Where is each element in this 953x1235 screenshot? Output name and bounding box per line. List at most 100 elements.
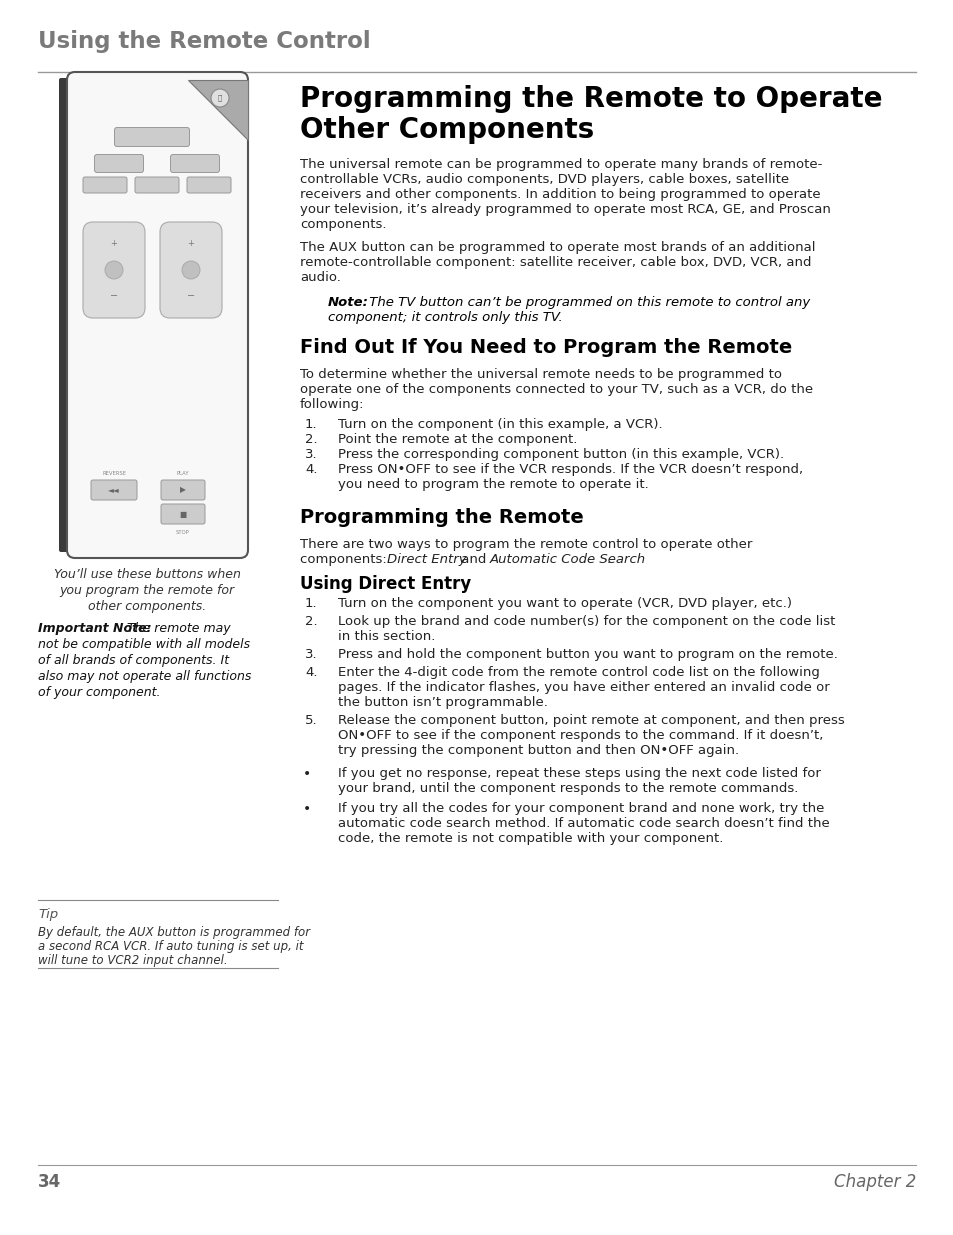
Text: Point the remote at the component.: Point the remote at the component.	[337, 433, 577, 446]
FancyBboxPatch shape	[83, 177, 127, 193]
Text: other components.: other components.	[88, 600, 206, 613]
Text: receivers and other components. In addition to being programmed to operate: receivers and other components. In addit…	[299, 188, 820, 201]
Text: audio.: audio.	[299, 270, 340, 284]
Text: Other Components: Other Components	[299, 116, 594, 144]
Text: If you get no response, repeat these steps using the next code listed for: If you get no response, repeat these ste…	[337, 767, 820, 781]
Text: Automatic Code Search: Automatic Code Search	[490, 553, 645, 566]
Text: Turn on the component you want to operate (VCR, DVD player, etc.): Turn on the component you want to operat…	[337, 597, 791, 610]
Text: You’ll use these buttons when: You’ll use these buttons when	[53, 568, 240, 580]
Polygon shape	[188, 80, 248, 140]
Text: try pressing the component button and then ON•OFF again.: try pressing the component button and th…	[337, 743, 739, 757]
Text: remote-controllable component: satellite receiver, cable box, DVD, VCR, and: remote-controllable component: satellite…	[299, 256, 811, 269]
Text: Tip: Tip	[38, 908, 58, 921]
Text: controllable VCRs, audio components, DVD players, cable boxes, satellite: controllable VCRs, audio components, DVD…	[299, 173, 788, 186]
FancyBboxPatch shape	[94, 154, 143, 173]
Text: The AUX button can be programmed to operate most brands of an additional: The AUX button can be programmed to oper…	[299, 241, 815, 254]
Text: Important Note:: Important Note:	[38, 622, 152, 635]
Text: following:: following:	[299, 398, 364, 411]
Text: 4.: 4.	[305, 666, 317, 679]
Text: your television, it’s already programmed to operate most RCA, GE, and Proscan: your television, it’s already programmed…	[299, 203, 830, 216]
Text: your brand, until the component responds to the remote commands.: your brand, until the component responds…	[337, 782, 798, 795]
Text: 1.: 1.	[305, 597, 317, 610]
Text: not be compatible with all models: not be compatible with all models	[38, 638, 250, 651]
FancyBboxPatch shape	[114, 127, 190, 147]
Text: If you try all the codes for your component brand and none work, try the: If you try all the codes for your compon…	[337, 802, 823, 815]
Circle shape	[182, 261, 200, 279]
Text: ON•OFF to see if the component responds to the command. If it doesn’t,: ON•OFF to see if the component responds …	[337, 729, 822, 742]
Text: 3.: 3.	[305, 448, 317, 461]
Text: The TV button can’t be programmed on this remote to control any: The TV button can’t be programmed on thi…	[365, 296, 809, 309]
Text: components.: components.	[299, 219, 386, 231]
Text: .: .	[606, 553, 611, 566]
FancyBboxPatch shape	[83, 222, 145, 317]
FancyBboxPatch shape	[135, 177, 179, 193]
Text: PLAY: PLAY	[176, 471, 189, 475]
Text: the button isn’t programmable.: the button isn’t programmable.	[337, 697, 547, 709]
Text: •: •	[303, 767, 311, 781]
Text: 1.: 1.	[305, 417, 317, 431]
Text: +: +	[111, 240, 117, 248]
Text: 3.: 3.	[305, 648, 317, 661]
Text: Using the Remote Control: Using the Remote Control	[38, 30, 370, 53]
Text: will tune to VCR2 input channel.: will tune to VCR2 input channel.	[38, 953, 228, 967]
Text: Press the corresponding component button (in this example, VCR).: Press the corresponding component button…	[337, 448, 783, 461]
Text: The universal remote can be programmed to operate many brands of remote-: The universal remote can be programmed t…	[299, 158, 821, 170]
Text: REVERSE: REVERSE	[103, 471, 127, 475]
Text: of your component.: of your component.	[38, 685, 160, 699]
Circle shape	[105, 261, 123, 279]
Text: components:: components:	[299, 553, 395, 566]
Circle shape	[211, 89, 229, 107]
Text: you program the remote for: you program the remote for	[59, 584, 234, 597]
FancyBboxPatch shape	[67, 72, 248, 558]
FancyBboxPatch shape	[187, 177, 231, 193]
Text: of all brands of components. It: of all brands of components. It	[38, 655, 229, 667]
FancyBboxPatch shape	[91, 480, 137, 500]
Text: Chapter 2: Chapter 2	[833, 1173, 915, 1191]
Text: Using Direct Entry: Using Direct Entry	[299, 576, 471, 593]
Text: Programming the Remote to Operate: Programming the Remote to Operate	[299, 85, 882, 112]
Text: To determine whether the universal remote needs to be programmed to: To determine whether the universal remot…	[299, 368, 781, 382]
Text: Find Out If You Need to Program the Remote: Find Out If You Need to Program the Remo…	[299, 338, 791, 357]
Text: Programming the Remote: Programming the Remote	[299, 508, 583, 527]
Text: Enter the 4-digit code from the remote control code list on the following: Enter the 4-digit code from the remote c…	[337, 666, 819, 679]
Text: −: −	[187, 291, 194, 301]
Text: Release the component button, point remote at component, and then press: Release the component button, point remo…	[337, 714, 843, 727]
Text: By default, the AUX button is programmed for: By default, the AUX button is programmed…	[38, 926, 310, 939]
Text: ⏻: ⏻	[217, 95, 222, 101]
Text: ▶: ▶	[180, 485, 186, 494]
Text: ■: ■	[179, 510, 187, 519]
Text: 2.: 2.	[305, 615, 317, 629]
Text: The remote may: The remote may	[123, 622, 231, 635]
Text: Press and hold the component button you want to program on the remote.: Press and hold the component button you …	[337, 648, 837, 661]
FancyBboxPatch shape	[171, 154, 219, 173]
Text: There are two ways to program the remote control to operate other: There are two ways to program the remote…	[299, 538, 752, 551]
FancyBboxPatch shape	[160, 222, 222, 317]
Text: Note:: Note:	[328, 296, 369, 309]
Text: Turn on the component (in this example, a VCR).: Turn on the component (in this example, …	[337, 417, 662, 431]
FancyBboxPatch shape	[59, 78, 77, 552]
Text: you need to program the remote to operate it.: you need to program the remote to operat…	[337, 478, 648, 492]
Text: automatic code search method. If automatic code search doesn’t find the: automatic code search method. If automat…	[337, 818, 829, 830]
Text: •: •	[303, 802, 311, 816]
Text: −: −	[110, 291, 118, 301]
FancyBboxPatch shape	[161, 480, 205, 500]
Text: in this section.: in this section.	[337, 630, 435, 643]
Text: code, the remote is not compatible with your component.: code, the remote is not compatible with …	[337, 832, 722, 845]
Text: component; it controls only this TV.: component; it controls only this TV.	[328, 311, 562, 324]
Text: Press ON•OFF to see if the VCR responds. If the VCR doesn’t respond,: Press ON•OFF to see if the VCR responds.…	[337, 463, 802, 475]
Text: operate one of the components connected to your TV, such as a VCR, do the: operate one of the components connected …	[299, 383, 812, 396]
Text: Direct Entry: Direct Entry	[387, 553, 466, 566]
Text: 4.: 4.	[305, 463, 317, 475]
Polygon shape	[111, 247, 135, 269]
Text: ◄◄: ◄◄	[108, 485, 120, 494]
Text: +: +	[188, 240, 194, 248]
Text: Look up the brand and code number(s) for the component on the code list: Look up the brand and code number(s) for…	[337, 615, 835, 629]
Text: 2.: 2.	[305, 433, 317, 446]
Text: and: and	[456, 553, 490, 566]
Text: STOP: STOP	[176, 530, 190, 535]
Text: 34: 34	[38, 1173, 61, 1191]
Text: pages. If the indicator flashes, you have either entered an invalid code or: pages. If the indicator flashes, you hav…	[337, 680, 829, 694]
Text: 5.: 5.	[305, 714, 317, 727]
Text: a second RCA VCR. If auto tuning is set up, it: a second RCA VCR. If auto tuning is set …	[38, 940, 303, 953]
FancyBboxPatch shape	[161, 504, 205, 524]
